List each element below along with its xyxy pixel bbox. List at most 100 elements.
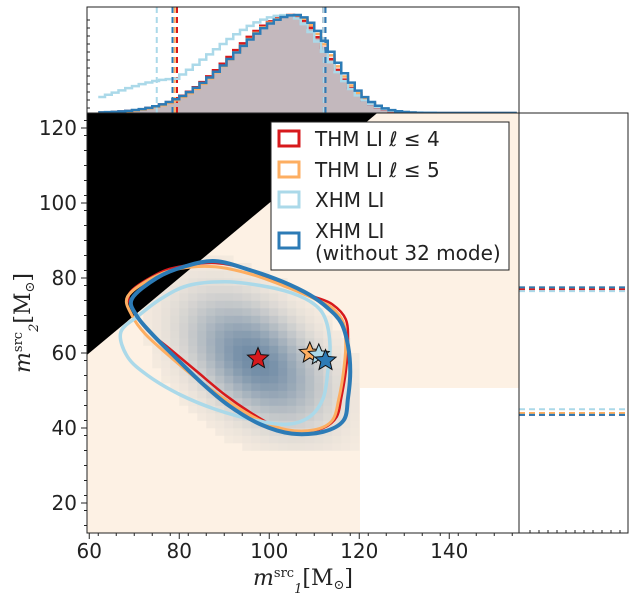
density-cell [206, 293, 216, 301]
density-cell [206, 300, 216, 309]
density-cell [260, 308, 270, 316]
density-cell [251, 345, 261, 354]
density-cell [152, 360, 162, 369]
density-cell [224, 390, 234, 399]
density-cell [278, 443, 288, 451]
density-cell [251, 338, 261, 346]
density-cell [341, 420, 351, 429]
density-cell [350, 390, 360, 399]
density-cell [287, 435, 297, 444]
density-cell [233, 308, 243, 316]
density-cell [170, 383, 180, 391]
density-cell [161, 375, 171, 384]
m1-marginal-histogram [98, 7, 517, 113]
density-cell [188, 323, 198, 331]
density-cell [287, 293, 297, 301]
density-cell [296, 300, 306, 309]
density-cell [341, 383, 351, 391]
density-cell [251, 405, 261, 414]
density-cell [251, 435, 261, 444]
density-cell [278, 383, 288, 391]
density-cell [170, 293, 180, 301]
density-cell [170, 315, 180, 324]
density-cell [305, 360, 315, 369]
density-cell [350, 353, 360, 361]
density-cell [161, 368, 171, 376]
density-cell [206, 360, 216, 369]
density-cell [188, 270, 198, 279]
median-star-3 [313, 348, 338, 371]
density-cell [269, 338, 279, 346]
density-cell [179, 308, 189, 316]
density-cell [188, 405, 198, 414]
density-cell [278, 413, 288, 421]
density-cell [206, 285, 216, 294]
density-cell [152, 308, 162, 316]
density-cell [332, 360, 342, 369]
density-cell [233, 315, 243, 324]
density-cell [260, 375, 270, 384]
density-cell [323, 345, 333, 354]
density-cell [242, 383, 252, 391]
density-cell [341, 435, 351, 444]
density-cell [224, 263, 234, 271]
density-cell [287, 398, 297, 406]
x-tick-label: 80 [167, 539, 192, 563]
legend-swatch-xhm-no32 [277, 231, 301, 250]
median-star-0 [246, 346, 270, 369]
density-cell [260, 345, 270, 354]
density-cell [188, 278, 198, 286]
density-cell [188, 353, 198, 361]
density-cell [278, 398, 288, 406]
density-cell [296, 360, 306, 369]
density-cell [269, 383, 279, 391]
density-cell [269, 353, 279, 361]
density-cell [341, 390, 351, 399]
density-cell [179, 323, 189, 331]
density-cell [197, 255, 207, 264]
density-cell [152, 353, 162, 361]
density-cell [242, 390, 252, 399]
y-tick-label: 100 [39, 191, 77, 215]
density-cell [179, 398, 189, 406]
y-tick-label: 80 [52, 266, 77, 290]
density-cell [206, 368, 216, 376]
density-cell [152, 293, 162, 301]
density-cell [224, 375, 234, 384]
density-cell [215, 293, 225, 301]
density-cell [161, 315, 171, 324]
density-cell [170, 300, 180, 309]
density-cell [251, 390, 261, 399]
density-cell [296, 443, 306, 451]
density-cell [224, 300, 234, 309]
density-cell [350, 420, 360, 429]
legend-swatch-xhm [277, 190, 301, 209]
density-cell [206, 398, 216, 406]
density-cell [224, 413, 234, 421]
density-cell [260, 443, 270, 451]
density-cell [251, 285, 261, 294]
density-cell [332, 368, 342, 376]
density-cell [179, 383, 189, 391]
density-cell [287, 375, 297, 384]
density-cell [323, 435, 333, 444]
density-cell [188, 360, 198, 369]
density-cell [233, 338, 243, 346]
density-cell [269, 375, 279, 384]
density-cell [314, 375, 324, 384]
x-tick-label: 60 [77, 539, 102, 563]
density-cell [215, 420, 225, 429]
density-cell [269, 405, 279, 414]
density-cell [143, 300, 153, 309]
density-cell [269, 360, 279, 369]
density-cell [179, 345, 189, 354]
density-cell [278, 375, 288, 384]
density-cell [179, 315, 189, 324]
density-cell [152, 300, 162, 309]
density-cell [233, 390, 243, 399]
density-cell [314, 338, 324, 346]
x-axis-ticks: 60 80 100 120 140 [77, 533, 513, 563]
density-cell [242, 345, 252, 354]
density-cell [224, 255, 234, 264]
